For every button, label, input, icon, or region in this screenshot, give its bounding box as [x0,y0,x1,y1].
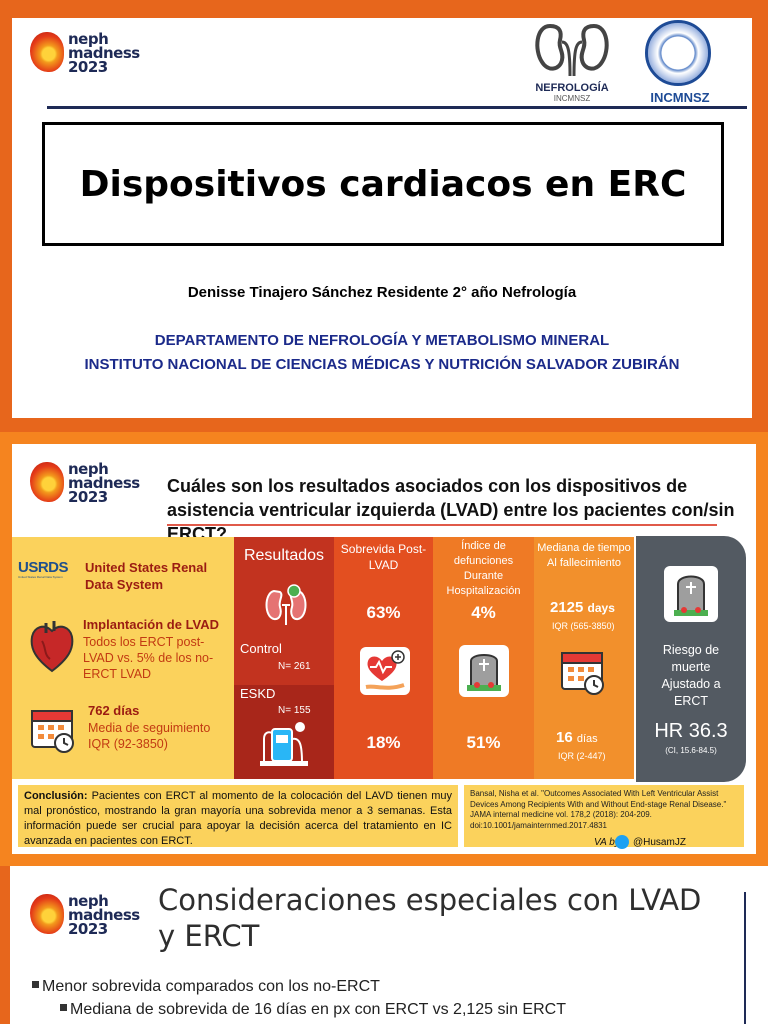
title-box: Dispositivos cardiacos en ERC [42,122,724,246]
calendar-icon [31,710,74,753]
followup-days: 762 días [88,703,140,718]
question-underline [167,524,717,526]
logo-line3: 2023 [68,488,108,506]
header-divider [47,106,747,109]
followup-description: Media de seguimiento IQR (92-3850) [88,721,211,751]
control-n: N= 261 [278,661,311,672]
kidneys-icon [265,584,307,625]
risk-panel: Riesgo de muerte Ajustado a ERCT HR 36.3… [636,536,746,782]
usrds-logo: USRDS [18,559,69,576]
infographic-slide: neph madness 2023 Cuáles son los resultado… [0,432,768,866]
lvad-description: Todos los ERCT post-LVAD vs. 5% de los n… [83,635,214,681]
title-slide-body: neph madness 2023 NEFROLOGÍA INCMNSZ INCMN… [12,18,752,418]
tombstone-icon [664,566,718,622]
eskd-label: ESKD [240,686,276,701]
risk-header: Riesgo de muerte Ajustado a ERCT [661,643,721,708]
flame-logo-icon [30,894,64,934]
median-eskd-value: 16 [556,729,573,746]
lvad-title: Implantación de LVAD [83,617,220,632]
survival-control: 63% [366,603,401,622]
infographic-body: neph madness 2023 Cuáles son los resultado… [12,444,756,854]
considerations-slide: neph madness 2023 Consideraciones especial… [0,866,768,1024]
twitter-icon [615,835,629,849]
considerations-title: Consideraciones especiales con LVAD y ER… [158,883,702,953]
risk-value: HR 36.3 [654,720,728,742]
slide-title: Dispositivos cardiacos en ERC [79,163,687,205]
sub-bullet-text: Mediana de sobrevida de 16 días en px co… [70,1001,566,1018]
infographic-question: Cuáles son los resultados asociados con … [167,476,735,544]
results-column: Resultados Control N= 261 ESKD N= 155 [234,537,334,779]
bullet-text: Menor sobrevida comparados con los no-ER… [42,978,380,995]
risk-ci: (CI, 15.6-84.5) [665,746,717,755]
reference-box: Bansal, Nisha et al. "Outcomes Associate… [464,785,744,847]
logo-line1: neph [68,892,109,910]
author: Denisse Tinajero Sánchez Residente 2° añ… [187,284,577,301]
control-label: Control [240,641,282,656]
bullet-item: Menor sobrevida comparados con los no-ER… [32,978,380,996]
conclusion-text: Pacientes con ERCT al momento de la colo… [24,790,452,847]
bullet-square-icon [60,1004,67,1012]
deaths-header: Índice de defunciones Durante Hospitaliz… [446,540,521,597]
median-control-value: 2125 [550,599,584,616]
logo-line2: madness [68,906,140,924]
median-control-unit: days [587,601,615,615]
nefrologia-label: NEFROLOGÍA [535,82,609,94]
nefrologia-sub: INCMNSZ [553,94,591,103]
logo-line2: madness [68,44,140,62]
usrds-logo-sub: United States Renal Data System [18,575,63,579]
results-header: Resultados [243,547,325,564]
heart-hand-icon [360,647,410,695]
seal-icon [645,20,711,86]
survival-column: Sobrevida Post-LVAD 63% 18% [334,537,433,779]
median-eskd-iqr: IQR (2-447) [558,751,606,761]
conclusion-label: Conclusión: [24,790,88,802]
deaths-eskd: 51% [466,733,501,752]
lvad-device-icon [260,722,308,766]
slide-right-rule [744,892,746,1024]
va-by-label: VA by [594,837,620,848]
median-eskd-unit: días [576,733,598,745]
logo-line1: neph [68,30,109,48]
median-header: Mediana de tiempo Al fallecimiento [537,542,631,569]
heart-icon [30,621,74,673]
survival-eskd: 18% [366,733,401,752]
usrds-name: United States Renal Data System [85,560,208,592]
bullet-square-icon [32,981,39,989]
deaths-column: Índice de defunciones Durante Hospitaliz… [433,537,534,779]
flame-logo-icon [30,32,64,72]
tombstone-icon [459,645,509,697]
deaths-control: 4% [471,603,496,622]
conclusion-box: Conclusión: Pacientes con ERCT al moment… [18,785,458,847]
eskd-n: N= 155 [278,705,311,716]
median-control-iqr: IQR (565-3850) [552,621,615,631]
logo-line1: neph [68,460,109,478]
flame-logo-icon [30,462,64,502]
reference-text: Bansal, Nisha et al. "Outcomes Associate… [470,789,727,830]
calendar-icon [561,652,604,695]
sub-bullet-item: Mediana de sobrevida de 16 días en px co… [60,1001,566,1019]
median-column: Mediana de tiempo Al fallecimiento 2125 … [534,537,634,779]
title-slide: neph madness 2023 NEFROLOGÍA INCMNSZ INCMN… [0,0,768,432]
logo-line2: madness [68,474,140,492]
institute: INSTITUTO NACIONAL DE CIENCIAS MÉDICAS Y… [84,356,680,373]
twitter-handle[interactable]: @HusamJZ [633,837,686,848]
logo-line3: 2023 [68,920,108,938]
median-eskd: 16 días [556,729,598,746]
slide-accent-bar [0,866,10,1024]
median-control: 2125 days [550,599,615,616]
logo-line3: 2023 [68,58,108,76]
usrds-panel: USRDS United States Renal Data System Un… [12,537,234,779]
kidney-icon [535,23,609,77]
department: DEPARTAMENTO DE NEFROLOGÍA Y METABOLISMO… [154,332,610,349]
seal-label: INCMNSZ [650,90,710,105]
survival-header: Sobrevida Post-LVAD [340,542,427,572]
